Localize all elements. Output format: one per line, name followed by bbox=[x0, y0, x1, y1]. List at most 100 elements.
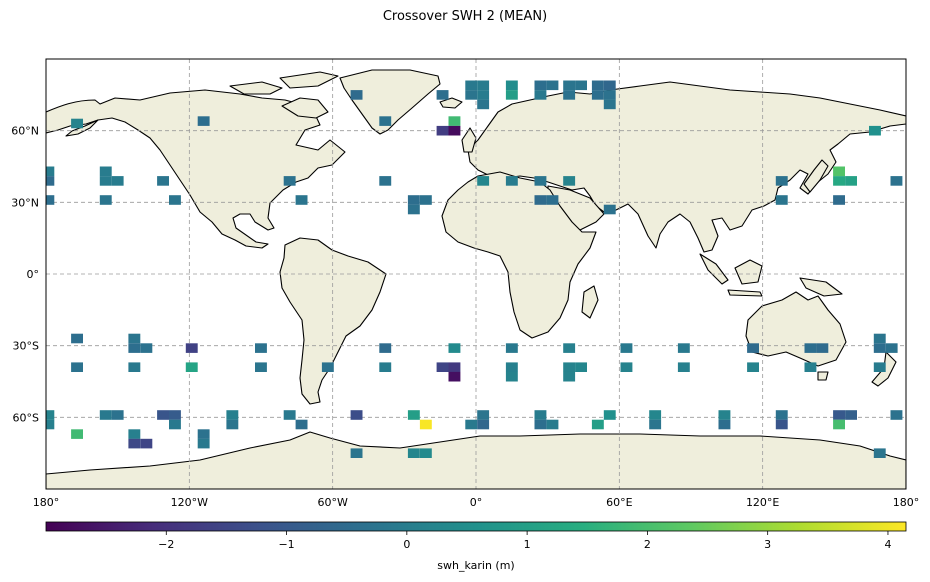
lon-tick-label: 60°E bbox=[606, 496, 632, 509]
heatmap-cell bbox=[169, 410, 181, 420]
landmass-arctic-archipelago bbox=[229, 81, 283, 95]
landmass-tasmania bbox=[817, 371, 829, 381]
heatmap-cell bbox=[407, 195, 420, 205]
longitude-labels: 180° 120°W 60°W 0° 60°E 120°E 180° bbox=[33, 496, 920, 509]
lat-tick-label: 60°N bbox=[11, 125, 39, 138]
heatmap-cell bbox=[350, 448, 363, 458]
heatmap-cell bbox=[747, 362, 759, 372]
landmass-japan bbox=[803, 159, 829, 193]
lon-tick-label: 180° bbox=[33, 496, 60, 509]
heatmap-cell bbox=[505, 371, 518, 382]
heatmap-cell bbox=[563, 371, 576, 382]
heatmap-cell bbox=[890, 176, 903, 186]
heatmap-cell bbox=[534, 80, 547, 91]
heatmap-cell bbox=[845, 176, 857, 186]
heatmap-cell bbox=[255, 362, 267, 372]
heatmap-cell bbox=[603, 99, 616, 110]
heatmap-cell bbox=[505, 362, 518, 372]
heatmap-cell bbox=[226, 410, 239, 420]
heatmap-cell bbox=[128, 362, 141, 372]
heatmap-cell bbox=[321, 362, 334, 372]
heatmap-cell bbox=[407, 204, 420, 215]
heatmap-cell bbox=[563, 90, 576, 100]
heatmap-cell bbox=[477, 90, 490, 100]
heatmap-cell bbox=[99, 195, 112, 205]
heatmap-cell bbox=[591, 80, 604, 91]
landmass-java bbox=[727, 289, 763, 297]
landmass-madagascar bbox=[581, 285, 599, 319]
heatmap-cell bbox=[255, 343, 267, 353]
heatmap-cell bbox=[448, 125, 461, 136]
heatmap-cell bbox=[436, 125, 449, 136]
lat-tick-label: 0° bbox=[27, 268, 40, 281]
heatmap-cell bbox=[465, 90, 478, 100]
heatmap-cell bbox=[169, 419, 181, 430]
heatmap-cell bbox=[71, 333, 83, 344]
heatmap-cell bbox=[718, 410, 731, 420]
lon-tick-label: 120°E bbox=[746, 496, 779, 509]
heatmap-cell bbox=[419, 195, 432, 205]
heatmap-cell bbox=[283, 410, 296, 420]
heatmap-cell bbox=[379, 116, 392, 126]
landmass-eurasia bbox=[467, 81, 906, 253]
heatmap-cell bbox=[775, 176, 788, 186]
lat-tick-label: 30°S bbox=[13, 340, 39, 353]
heatmap-cell bbox=[546, 419, 559, 430]
heatmap-cell bbox=[833, 419, 845, 430]
heatmap-cell bbox=[419, 419, 432, 430]
heatmap-cell bbox=[505, 176, 518, 186]
heatmap-cell bbox=[185, 343, 198, 353]
heatmap-cell bbox=[873, 448, 886, 458]
heatmap-cell bbox=[677, 343, 690, 353]
heatmap-cell bbox=[111, 176, 124, 186]
heatmap-cell bbox=[775, 410, 788, 420]
heatmap-cell bbox=[465, 80, 478, 91]
heatmap-cell bbox=[775, 195, 788, 205]
colorbar-tick-label: 4 bbox=[884, 538, 891, 551]
heatmap-cell bbox=[46, 176, 55, 186]
heatmap-cell bbox=[128, 438, 141, 449]
heatmap-cell bbox=[816, 343, 829, 353]
heatmap-cell bbox=[111, 410, 124, 420]
heatmap-cell bbox=[419, 448, 432, 458]
heatmap-cell bbox=[128, 343, 141, 353]
heatmap-cells bbox=[46, 80, 903, 458]
colorbar-tick-label: 3 bbox=[764, 538, 771, 551]
heatmap-cell bbox=[869, 125, 881, 136]
heatmap-cell bbox=[534, 176, 547, 186]
landmass-new-guinea bbox=[799, 277, 843, 297]
heatmap-cell bbox=[197, 116, 210, 126]
heatmap-cell bbox=[591, 419, 604, 430]
heatmap-cell bbox=[546, 80, 559, 91]
colorbar-tick-label: −2 bbox=[158, 538, 174, 551]
heatmap-cell bbox=[226, 419, 239, 430]
colorbar-label: swh_karin (m) bbox=[437, 559, 514, 572]
heatmap-cell bbox=[563, 176, 576, 186]
landmass-british-isles bbox=[461, 127, 477, 153]
heatmap-cell bbox=[833, 166, 845, 177]
heatmap-cell bbox=[775, 419, 788, 430]
heatmap-cell bbox=[804, 343, 817, 353]
heatmap-cell bbox=[563, 343, 576, 353]
heatmap-cell bbox=[140, 343, 153, 353]
heatmap-cell bbox=[873, 362, 886, 372]
heatmap-cell bbox=[890, 410, 903, 420]
heatmap-cell bbox=[563, 362, 576, 372]
heatmap-cell bbox=[620, 343, 633, 353]
heatmap-cell bbox=[649, 410, 662, 420]
heatmap-cell bbox=[845, 410, 857, 420]
heatmap-cell bbox=[99, 410, 112, 420]
heatmap-cell bbox=[885, 343, 898, 353]
heatmap-cell bbox=[534, 419, 547, 430]
heatmap-cell bbox=[477, 419, 490, 430]
heatmap-cell bbox=[71, 362, 83, 372]
heatmap-cell bbox=[436, 362, 449, 372]
heatmap-cell bbox=[534, 195, 547, 205]
heatmap-cell bbox=[833, 195, 845, 205]
heatmap-cell bbox=[46, 410, 55, 420]
heatmap-cell bbox=[603, 204, 616, 215]
heatmap-cell bbox=[350, 410, 363, 420]
colorbar: −2 −1 0 1 2 3 4 swh_karin (m) bbox=[45, 521, 907, 572]
heatmap-cell bbox=[46, 166, 55, 177]
